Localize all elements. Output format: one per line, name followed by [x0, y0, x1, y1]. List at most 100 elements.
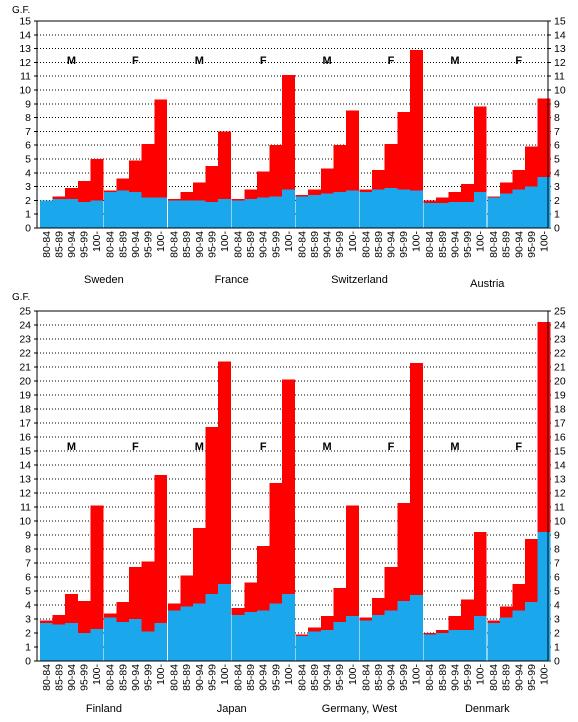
y-tick-label-right: 2: [554, 195, 560, 207]
y-tick-label-left: 11: [20, 71, 31, 83]
bar-base: [320, 630, 334, 661]
y-tick-label-left: 2: [25, 195, 31, 207]
bar-excess: [180, 575, 194, 607]
bar-base: [372, 189, 385, 228]
bar-base: [346, 190, 359, 228]
category-tick-label: 90-94: [322, 231, 334, 258]
sex-label: F: [260, 55, 267, 67]
bar-base: [448, 201, 462, 228]
y-tick-label-right: 22: [554, 348, 566, 360]
category-tick-label: 80-84: [41, 231, 53, 258]
category-tick-label: 100-: [411, 663, 423, 685]
bar-base: [116, 621, 130, 661]
category-tick-label: 85-89: [245, 231, 257, 258]
country-label: Finland: [86, 703, 122, 715]
category-tick-label: 85-89: [53, 231, 65, 258]
y-tick-label-left: 9: [25, 98, 31, 110]
y-tick-label-left: 15: [19, 446, 31, 458]
bar-base: [103, 617, 117, 661]
sex-label: M: [195, 55, 204, 67]
bar-excess: [218, 131, 232, 200]
bar-excess: [448, 192, 462, 202]
bar-excess: [461, 599, 475, 631]
bar-excess: [231, 607, 245, 615]
bar-excess: [295, 194, 309, 197]
bar-base: [65, 199, 79, 228]
y-tick-label-right: 5: [554, 154, 560, 166]
category-tick-label: 100-: [283, 230, 295, 252]
bar-excess: [129, 567, 142, 619]
sex-label: F: [132, 441, 139, 453]
category-tick-label: 80-84: [424, 231, 436, 258]
bar-excess: [525, 146, 538, 187]
y-tick-label-right: 18: [554, 404, 566, 416]
y-tick-label-right: 13: [554, 43, 566, 55]
sex-label: F: [515, 441, 522, 453]
category-tick-label: 95-99: [79, 231, 91, 258]
bar-excess: [372, 170, 385, 190]
y-tick-label-right: 8: [554, 544, 560, 556]
y-tick-label-right: 6: [554, 572, 560, 584]
category-tick-label: 100-: [91, 230, 103, 252]
bar-excess: [269, 483, 283, 604]
bar-excess: [308, 189, 322, 195]
y-tick-label-left: 23: [19, 334, 31, 346]
bar-excess: [487, 196, 501, 198]
category-tick-label: 95-99: [526, 231, 538, 258]
bar-base: [295, 196, 309, 228]
bar-base: [180, 200, 194, 228]
bar-base: [167, 200, 181, 228]
y-tick-label-right: 2: [554, 628, 560, 640]
y-tick-label-right: 1: [554, 209, 560, 221]
y-tick-label-right: 11: [554, 502, 565, 514]
bar-excess: [167, 199, 181, 201]
y-tick-label-left: 5: [25, 586, 31, 598]
bar-base: [448, 630, 462, 661]
y-tick-label-right: 12: [554, 488, 566, 500]
bar-excess: [512, 170, 526, 190]
y-tick-label-right: 9: [554, 98, 560, 110]
bar-excess: [205, 165, 219, 202]
category-tick-label: 85-89: [117, 664, 129, 691]
y-tick-label-left: 6: [25, 572, 31, 584]
bar-base: [77, 201, 91, 228]
y-tick-label-left: 12: [19, 57, 31, 69]
bar-base: [282, 593, 295, 661]
category-tick-label: 100-: [539, 663, 551, 685]
category-tick-label: 85-89: [181, 664, 193, 691]
y-tick-label-right: 24: [554, 320, 566, 332]
category-tick-label: 95-99: [270, 231, 282, 258]
bar-excess: [231, 199, 245, 201]
y-tick-label-right: 14: [554, 460, 566, 472]
bar-base: [436, 633, 449, 661]
y-tick-label-left: 7: [25, 126, 31, 138]
bar-excess: [384, 143, 398, 188]
sex-label: M: [67, 441, 76, 453]
y-tick-label-right: 23: [554, 334, 566, 346]
category-tick-label: 95-99: [206, 231, 218, 258]
bar-excess: [423, 200, 437, 204]
bar-excess: [282, 379, 295, 594]
y-tick-label-right: 5: [554, 586, 560, 598]
bar-excess: [359, 617, 373, 621]
bar-base: [409, 595, 423, 661]
y-tick-label-left: 19: [19, 390, 31, 402]
category-tick-label: 80-84: [233, 231, 245, 258]
y-tick-label-right: 15: [554, 16, 566, 28]
bar-base: [308, 631, 322, 661]
bar-excess: [282, 74, 295, 190]
y-tick-label-left: 16: [19, 432, 31, 444]
bar-base: [40, 623, 53, 661]
category-tick-label: 100-: [219, 230, 231, 252]
bar-excess: [525, 539, 538, 603]
bar-excess: [333, 588, 347, 622]
bar-base: [512, 189, 526, 228]
y-tick-label-right: 25: [554, 306, 566, 318]
sex-label: F: [388, 441, 395, 453]
category-tick-label: 90-94: [449, 664, 461, 691]
bar-base: [487, 623, 501, 661]
bar-excess: [295, 634, 309, 636]
category-tick-label: 80-84: [296, 231, 308, 258]
bar-base: [269, 603, 283, 661]
sex-label: M: [450, 441, 459, 453]
